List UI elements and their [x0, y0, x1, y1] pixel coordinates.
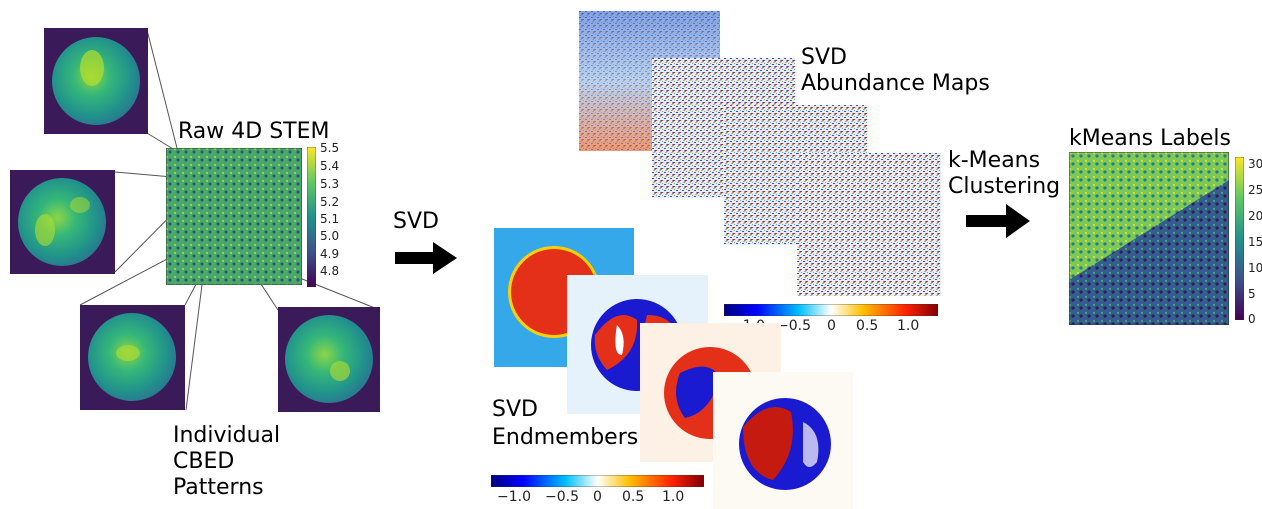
- kmeans-tick-4: 10: [1248, 261, 1262, 275]
- endmembers-tick-3: 0.5: [622, 489, 645, 505]
- kmeans-arrow-label-line1: k-Means: [948, 148, 1041, 173]
- abundance-tick-2: 0: [827, 318, 836, 334]
- endmembers-tick-0: −1.0: [497, 489, 531, 505]
- endmembers-tick-2: 0: [593, 489, 602, 505]
- raw-tick-4: 5.1: [320, 212, 340, 226]
- cbed-pattern-3: [80, 305, 185, 410]
- raw-tick-2: 5.3: [320, 177, 340, 191]
- abundance-tick-3: 0.5: [856, 318, 879, 334]
- raw-tick-0: 5.5: [320, 141, 340, 155]
- abundance-colorbar: [724, 304, 938, 316]
- abundance-tick-4: 1.0: [897, 318, 920, 334]
- cbed-label: CBED: [173, 449, 235, 474]
- endmember-4: [713, 372, 853, 509]
- svd-arrow-label: SVD: [393, 209, 439, 234]
- raw-tick-5: 5.0: [320, 229, 340, 243]
- kmeans-tick-2: 20: [1248, 209, 1262, 223]
- abundance-map-4: [797, 153, 941, 296]
- patterns-label: Patterns: [173, 475, 264, 500]
- endmembers-label-endmembers: Endmembers: [492, 425, 639, 450]
- raw-tick-7: 4.8: [320, 264, 340, 278]
- svd-arrow-icon: [395, 242, 457, 274]
- raw-4d-stem-map: [166, 148, 302, 285]
- endmembers-colorbar: [491, 475, 704, 487]
- kmeans-labels-map: [1069, 152, 1229, 325]
- endmembers-tick-4: 1.0: [662, 489, 685, 505]
- kmeans-labels-title: kMeans Labels: [1069, 126, 1231, 151]
- kmeans-arrow-label-line2: Clustering: [948, 174, 1061, 199]
- abundance-label-svd: SVD: [801, 45, 847, 70]
- raw-4d-stem-title: Raw 4D STEM: [178, 119, 330, 144]
- kmeans-tick-6: 0: [1248, 312, 1256, 326]
- cbed-pattern-2: [10, 170, 115, 274]
- cbed-pattern-1: [44, 28, 148, 134]
- endmembers-label-svd: SVD: [492, 397, 538, 422]
- kmeans-tick-5: 5: [1248, 287, 1256, 301]
- individual-label: Individual: [173, 423, 281, 448]
- abundance-tick-1: −0.5: [777, 318, 811, 334]
- kmeans-tick-0: 30: [1248, 157, 1262, 171]
- kmeans-arrow-icon: [966, 204, 1030, 238]
- raw-tick-1: 5.4: [320, 159, 340, 173]
- endmembers-tick-1: −0.5: [545, 489, 579, 505]
- raw-tick-6: 4.9: [320, 247, 340, 261]
- kmeans-colorbar: [1235, 157, 1244, 320]
- endmember-1: [494, 228, 634, 367]
- cbed-pattern-4: [278, 307, 380, 412]
- abundance-label-maps: Abundance Maps: [801, 71, 990, 96]
- kmeans-tick-1: 25: [1248, 183, 1262, 197]
- raw-tick-3: 5.2: [320, 195, 340, 209]
- kmeans-tick-3: 15: [1248, 235, 1262, 249]
- raw-colorbar: [307, 147, 316, 287]
